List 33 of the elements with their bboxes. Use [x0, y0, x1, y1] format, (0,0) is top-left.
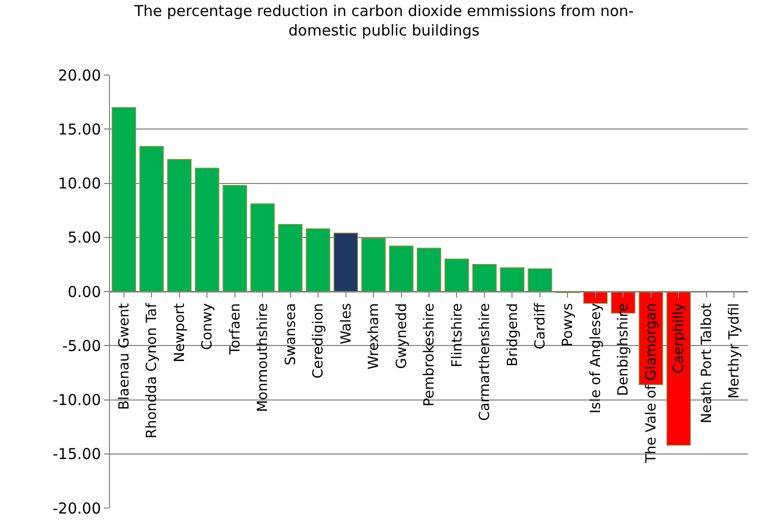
y-tick-label: -10.00: [52, 391, 101, 409]
y-tick-label: -5.00: [62, 336, 101, 355]
y-tick-label: 20.00: [58, 66, 101, 84]
x-tick-label: Rhondda Cynon Taf: [144, 302, 160, 439]
x-tick-label: Isle of Anglesey: [588, 303, 604, 414]
x-tick-label: Bridgend: [504, 303, 521, 367]
y-tick-label: -15.00: [52, 445, 101, 464]
x-tick-label: Conwy: [200, 303, 216, 350]
x-tick-label: Caerphilly: [671, 303, 688, 374]
x-tick-label: Denbighshire: [616, 303, 632, 396]
x-tick-label: Neath Port Talbot: [698, 302, 715, 424]
x-tick-label: Gwynedd: [394, 303, 410, 369]
chart-title: The percentage reduction in carbon dioxide emmissions from non- domestic public buildings: [133, 2, 634, 40]
x-tick-label: Ceredigion: [310, 303, 327, 379]
x-tick-label: The Vale of Glamorgan: [643, 303, 660, 464]
x-tick-label: Swansea: [282, 303, 299, 366]
y-tick-label: 15.00: [58, 120, 101, 138]
x-tick-label: Cardiff: [532, 302, 549, 350]
y-tick-label: 5.00: [68, 228, 101, 247]
y-tick-label: 10.00: [58, 174, 101, 192]
x-tick-label: Pembrokeshire: [422, 303, 438, 407]
x-tick-label: Monmouthshire: [255, 303, 272, 412]
x-tick-label: Flintshire: [449, 303, 466, 368]
x-tick-label: Wrexham: [366, 303, 382, 370]
x-tick-label: Blaenau Gwent: [116, 302, 132, 410]
x-tick-label: Torfaen: [227, 303, 244, 356]
x-tick-label: Carmarthenshire: [477, 303, 494, 421]
x-tick-label: Newport: [172, 302, 188, 362]
y-tick-label: 0.00: [68, 282, 101, 301]
x-tick-label: Merthyr Tydfil: [726, 303, 743, 399]
x-tick-label: Powys: [560, 303, 576, 347]
x-tick-label: Wales: [338, 303, 354, 344]
y-tick-label: -20.00: [52, 499, 101, 518]
